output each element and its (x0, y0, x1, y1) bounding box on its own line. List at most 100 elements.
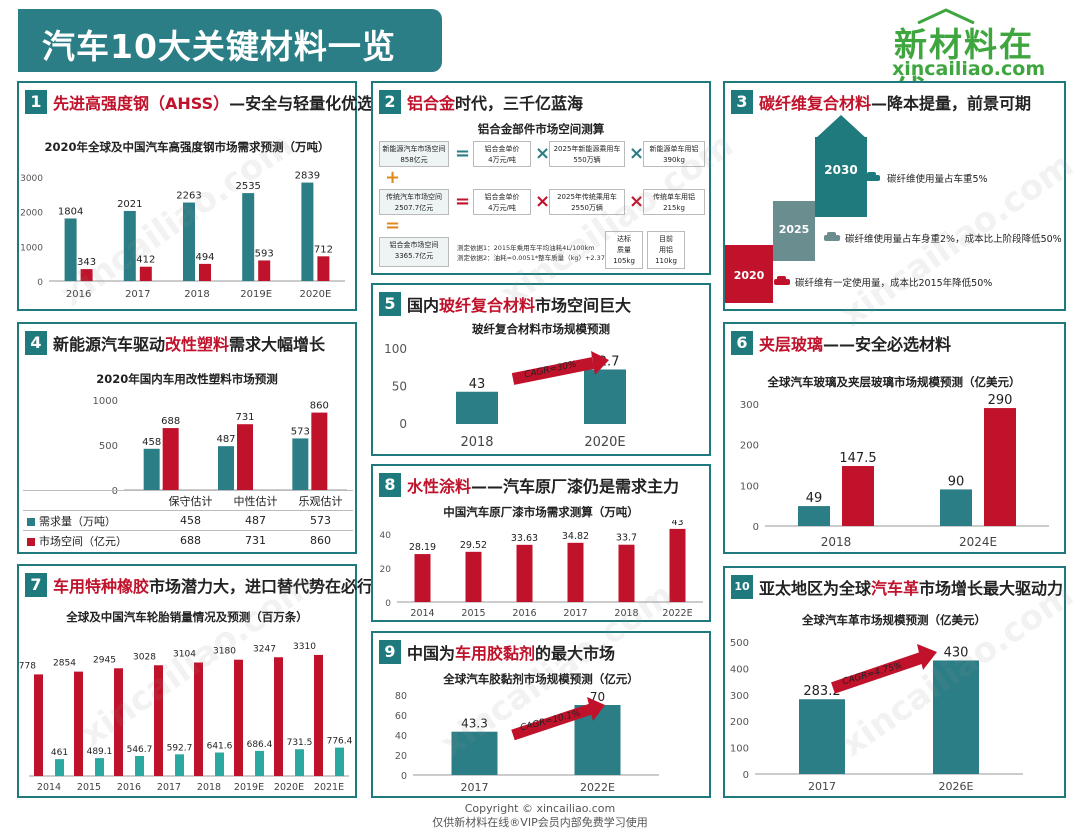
data-label: 2021 (117, 199, 142, 210)
cagr-label: CAGR=10.1% (519, 709, 581, 734)
bar (799, 699, 845, 774)
panel-title: 9 中国为车用胶黏剂的最大市场 (379, 640, 615, 666)
bar (74, 671, 83, 776)
bar (242, 193, 255, 281)
y-tick-label: 100 (740, 481, 759, 492)
bar (456, 391, 498, 424)
bar (567, 542, 584, 602)
bar (618, 544, 635, 602)
step-2025: 2025 (773, 201, 815, 261)
panel-title: 6 夹层玻璃——安全必选材料 (731, 331, 951, 357)
bar (114, 668, 123, 776)
panel-number: 5 (379, 292, 401, 316)
x-tick-label: 2014 (410, 608, 434, 619)
formula-box: 新能源单车用铝 390kg (643, 141, 705, 167)
x-tick-label: 2017 (157, 782, 181, 793)
car-icon (864, 172, 880, 181)
data-label: 33.7 (616, 533, 637, 544)
formula-box: 铝合金市场空间 3365.7亿元 (379, 237, 449, 267)
bar (55, 759, 64, 776)
y-tick-label: 0 (385, 599, 391, 609)
data-label: 458 (142, 437, 161, 448)
data-label: 592.7 (167, 743, 193, 753)
panel-number: 4 (25, 331, 47, 355)
bar (295, 749, 304, 776)
y-tick-label: 0 (753, 522, 759, 533)
carbon-note-3: 碳纤维有一定使用量，成本比2015年降低50% (795, 278, 993, 289)
step-label-2030: 2030 (824, 163, 858, 177)
panel-adhesive: 9 中国为车用胶黏剂的最大市场 全球汽车胶黏剂市场规模预测（亿元） 0 20 40 60… (371, 631, 711, 798)
x-tick-label: 2016 (512, 608, 536, 619)
data-label: 28.19 (409, 542, 436, 553)
formula-box: 2025年传统乘用车 2550万辆 (549, 189, 625, 215)
bar (314, 654, 323, 776)
data-label: 489.1 (87, 747, 113, 757)
formula-box: 2025年新能源乘用车 550万辆 (549, 141, 625, 167)
bar (414, 554, 431, 602)
x-tick-label: 2026E (939, 780, 974, 793)
x-tick-label: 2020E (300, 289, 332, 300)
panel-leather: 10 亚太地区为全球汽车革市场增长最大驱动力 全球汽车革市场规模预测（亿美元） 0… (723, 566, 1066, 798)
cagr-arrow (511, 357, 595, 385)
copyright: Copyright © xincailiao.com (464, 802, 616, 815)
equals-operator: = (455, 191, 471, 212)
data-label: 593 (255, 248, 274, 259)
x-tick-label: 2016 (66, 289, 91, 300)
bar (274, 657, 283, 776)
y-tick-label: 50 (392, 380, 407, 394)
data-label: 33.63 (511, 533, 538, 544)
bar (798, 506, 830, 526)
data-label: 2263 (176, 191, 201, 202)
title-banner: 汽车10大关键材料一览 (18, 9, 442, 72)
panel-aluminum: 2 铝合金时代，三千亿蓝海 铝合金部件市场空间测算 新能源汽车市场空间 858亿元 =… (371, 81, 711, 275)
panel-rubber: 7 车用特种橡胶市场潜力大，进口替代势在必行 全球及中国汽车轮胎销量情况及预测（百… (17, 564, 373, 798)
y-tick-label: 40 (395, 731, 407, 742)
panel-number: 1 (25, 90, 47, 114)
cagr-arrow-head (591, 351, 609, 375)
panel-carbon: 3 碳纤维复合材料—降本提量，前景可期 2030 2025 2020 碳纤维使用量… (723, 81, 1066, 311)
formula-box: 铝合金单价 4万元/吨 (473, 141, 531, 167)
bar (183, 202, 195, 281)
bar (842, 466, 874, 526)
formula-box: 传统单车用铝 215kg (643, 189, 705, 215)
x-tick-label: 2022E (662, 608, 692, 619)
bar (64, 218, 77, 281)
data-label: 2945 (93, 655, 116, 665)
data-label: 712 (314, 244, 333, 255)
paint-chart: 0 20 40 2014 28.19 2015 29.52 2016 33.63 2017 34.8… (380, 520, 703, 619)
formula-box: 目前 用铝 110kg (647, 231, 685, 269)
data-label: 546.7 (127, 745, 153, 755)
y-tick-label: 300 (730, 691, 749, 702)
data-label: 461 (51, 748, 68, 758)
logo-house-icon (917, 8, 975, 24)
legend-swatch (27, 517, 35, 526)
y-tick-label: 80 (395, 691, 407, 702)
chart-subtitle: 中国汽车原厂漆市场需求测算（万吨） (443, 505, 639, 519)
bar (80, 269, 93, 281)
y-tick-label: 1000 (93, 396, 118, 407)
data-label: 573 (291, 426, 310, 437)
panel-number: 10 (731, 575, 753, 599)
y-tick-label: 200 (740, 441, 759, 452)
bar (162, 428, 179, 490)
data-label: 3180 (213, 647, 236, 657)
bar (584, 369, 626, 424)
panel-title: 1 先进高强度钢（AHSS）—安全与轻量化优选 (25, 90, 373, 116)
data-label: 860 (310, 401, 329, 412)
x-tick-label: 2018 (614, 608, 638, 619)
x-tick-label: 2017 (125, 289, 150, 300)
chart-subtitle: 全球汽车胶黏剂市场规模预测（亿元） (443, 672, 639, 686)
y-tick-label: 0 (399, 417, 407, 431)
carbon-steps: 2030 2025 2020 碳纤维使用量占车重5% 碳纤维使用量占车身重2%，… (725, 115, 1063, 307)
panel-glassfiber: 5 国内玻纤复合材料市场空间巨大 玻纤复合材料市场规模预测 0 50 100 2018 4… (371, 283, 711, 456)
data-label: 412 (136, 255, 155, 266)
y-tick-label: 60 (395, 711, 407, 722)
panel-title: 10 亚太地区为全球汽车革市场增长最大驱动力 (731, 575, 1063, 601)
data-label: 686.4 (247, 740, 273, 750)
bar (95, 758, 104, 776)
legend-swatch (27, 537, 35, 546)
formula-box: 新能源汽车市场空间 858亿元 (379, 141, 449, 167)
formula-box: 铝合金单价 4万元/吨 (473, 189, 531, 215)
chart-subtitle: 铝合金部件市场空间测算 (477, 122, 605, 136)
carbon-note-1: 碳纤维使用量占车重5% (887, 174, 988, 185)
